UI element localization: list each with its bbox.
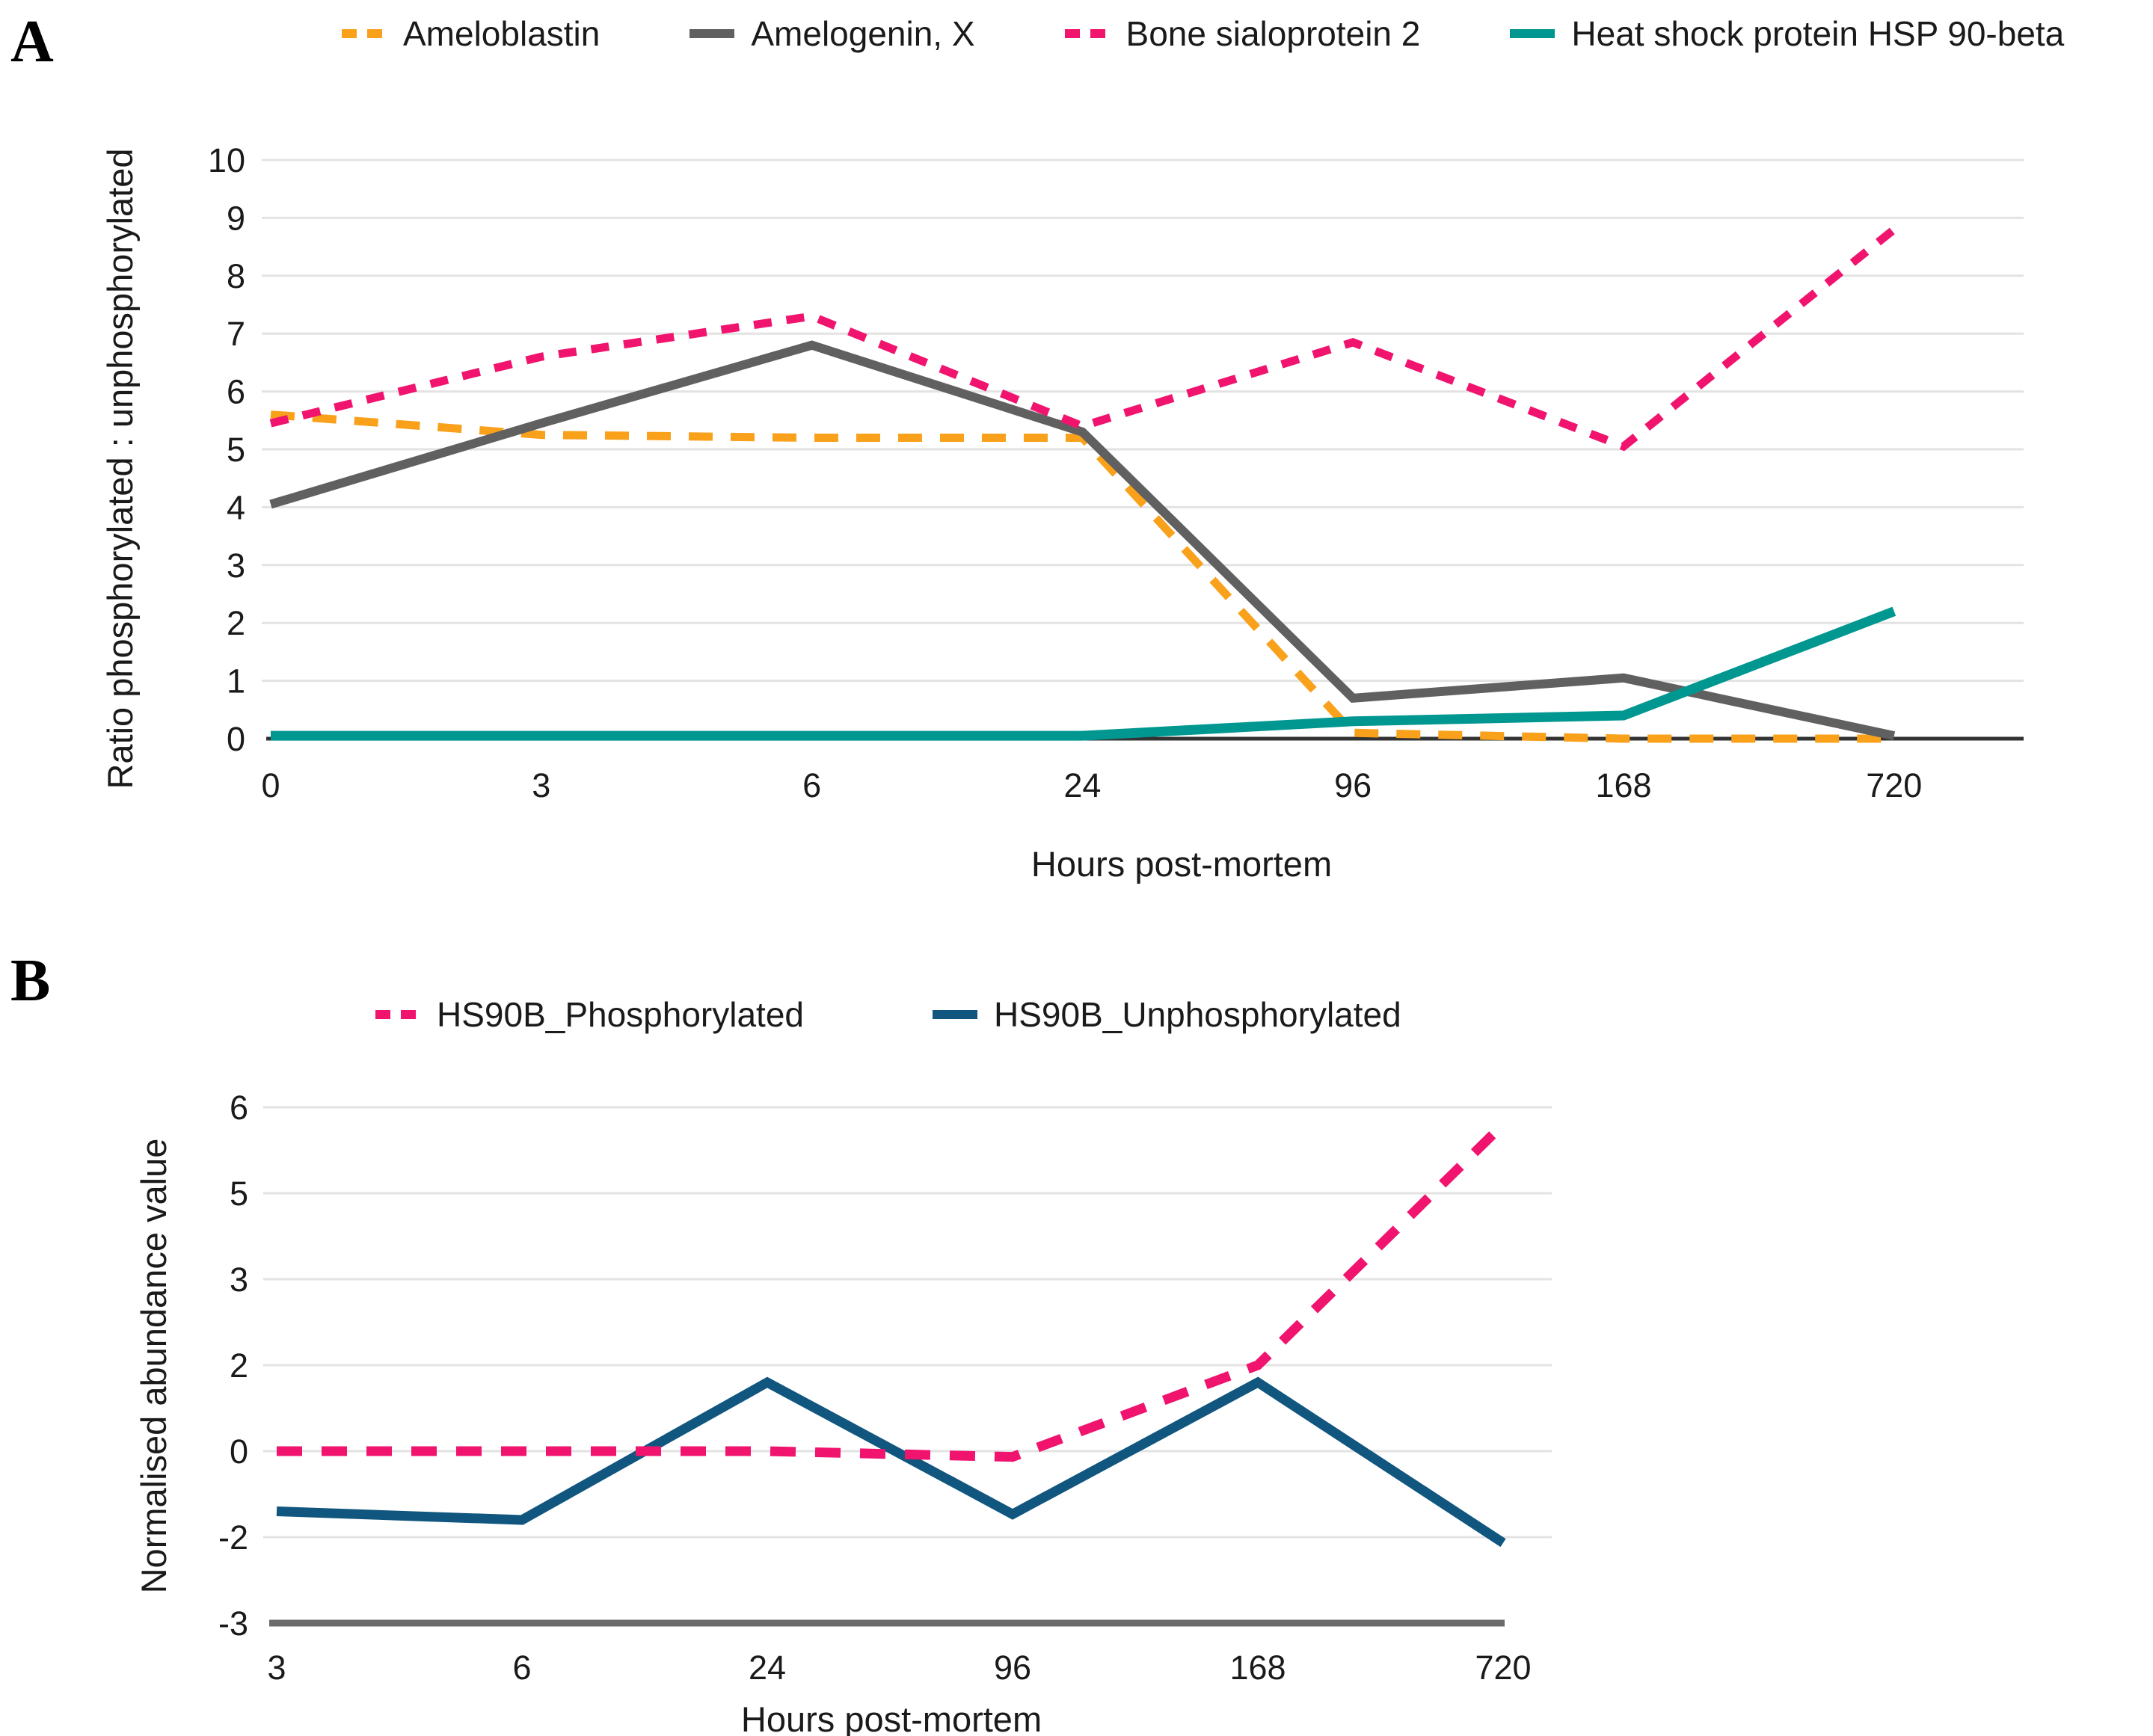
legend-swatch-hs90b-phosphorylated-icon — [375, 1010, 420, 1019]
y-tick-label: 10 — [208, 141, 245, 179]
x-tick-label: 96 — [1334, 766, 1372, 804]
series-line-ameloblastin — [270, 410, 1894, 743]
x-tick-label: 3 — [532, 766, 550, 804]
y-tick-label: 2 — [230, 1346, 248, 1385]
x-tick-label: 6 — [802, 766, 821, 804]
series-line-heat-shock-protein-hsp-90-beta — [271, 606, 1896, 741]
legend-label: Bone sialoprotein 2 — [1125, 14, 1421, 53]
panel-b-legend: HS90B_Phosphorylated HS90B_Unphosphorylat… — [374, 994, 1401, 1035]
series-line-amelogenin-x — [269, 340, 1896, 740]
panel-a-x-axis-label: Hours post-mortem — [1031, 844, 1333, 884]
legend-item-hs90b-phosphorylated: HS90B_Phosphorylated — [374, 994, 804, 1035]
legend-item-hs90b-unphosphorylated: HS90B_Unphosphorylated — [931, 994, 1401, 1035]
series-line-hs90b-phosphorylated — [277, 1121, 1507, 1462]
legend-swatch-heat-shock-protein-hsp-90-beta-icon — [1510, 29, 1555, 38]
series-line-hs90b-unphosphorylated — [276, 1376, 1506, 1548]
y-tick-label: 3 — [230, 1261, 248, 1299]
legend-item-amelogenin-x: Amelogenin, X — [688, 13, 975, 54]
legend-label: HS90B_Unphosphorylated — [994, 995, 1401, 1034]
legend-label: Heat shock protein HSP 90-beta — [1571, 14, 2065, 53]
y-tick-label: -2 — [218, 1518, 248, 1557]
legend-label: Ameloblastin — [403, 14, 601, 53]
legend-item-ameloblastin: Ameloblastin — [340, 13, 600, 54]
legend-item-heat-shock-protein-hsp-90-beta: Heat shock protein HSP 90-beta — [1508, 13, 2064, 54]
legend-item-bone-sialoprotein-2: Bone sialoprotein 2 — [1063, 13, 1421, 54]
y-tick-label: 2 — [227, 604, 245, 642]
legend-swatch-hs90b-unphosphorylated-icon — [933, 1010, 977, 1019]
x-tick-label: 3 — [267, 1649, 286, 1687]
y-tick-label: 4 — [227, 488, 245, 526]
x-tick-label: 168 — [1229, 1649, 1286, 1687]
y-tick-label: 9 — [227, 199, 245, 237]
x-tick-label: 720 — [1475, 1649, 1531, 1687]
panel-b-x-axis-label: Hours post-mortem — [740, 1699, 1042, 1736]
x-tick-label: 24 — [1063, 766, 1101, 804]
series-line-bone-sialoprotein-2 — [269, 226, 1897, 452]
y-tick-label: 3 — [227, 547, 245, 585]
chart-panel-A: 0 1 2 3 4 5 6 7 8 9 10 0 3 6 24 96 168 720 — [208, 141, 2024, 804]
y-tick-label: 5 — [230, 1175, 248, 1213]
x-tick-label: 720 — [1866, 766, 1922, 804]
y-tick-label: 0 — [230, 1432, 248, 1471]
legend-label: HS90B_Phosphorylated — [437, 995, 804, 1034]
panel-a-y-axis-label: Ratio phosphorylated : unphosphorylated — [100, 148, 140, 789]
x-tick-label: 6 — [512, 1649, 531, 1687]
y-tick-label: 6 — [227, 373, 245, 411]
x-tick-label: 24 — [749, 1649, 786, 1687]
panel-a-legend: Ameloblastin Amelogenin, X Bone sialoprote… — [340, 13, 2064, 54]
y-tick-label: -3 — [218, 1604, 248, 1643]
x-tick-label: 0 — [261, 766, 280, 804]
x-tick-label: 96 — [994, 1649, 1031, 1687]
y-tick-label: 8 — [227, 257, 245, 295]
x-tick-label: 168 — [1595, 766, 1651, 804]
panel-a-letter: A — [10, 9, 54, 75]
legend-swatch-ameloblastin-icon — [342, 29, 387, 38]
y-tick-label: 5 — [227, 431, 245, 469]
y-tick-label: 6 — [230, 1089, 248, 1127]
legend-swatch-bone-sialoprotein-2-icon — [1064, 29, 1110, 38]
chart-panel-B: 6 5 3 2 0 -2 -3 3 6 24 96 168 720 — [218, 1089, 1552, 1687]
panel-b-y-axis-label: Normalised abundance value — [134, 1138, 173, 1594]
y-tick-label: 7 — [227, 315, 245, 353]
y-tick-label: 0 — [227, 720, 245, 758]
panel-b-letter: B — [10, 948, 51, 1014]
y-tick-label: 1 — [227, 662, 245, 701]
legend-swatch-amelogenin-x-icon — [689, 29, 735, 38]
legend-label: Amelogenin, X — [751, 14, 975, 53]
